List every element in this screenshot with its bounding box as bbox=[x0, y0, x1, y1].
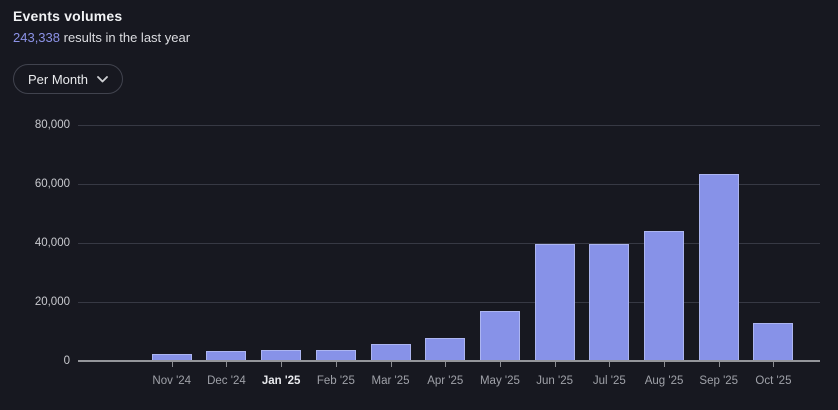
chart-bar[interactable] bbox=[479, 310, 520, 361]
x-axis-tick bbox=[335, 361, 337, 367]
y-axis-label: 80,000 bbox=[34, 119, 70, 131]
page-title: Events volumes bbox=[13, 8, 123, 24]
x-axis-label: Mar '25 bbox=[371, 375, 410, 387]
gridline bbox=[78, 184, 820, 185]
x-axis-label: Aug '25 bbox=[644, 375, 684, 387]
y-axis-label: 0 bbox=[63, 355, 70, 367]
x-axis-tick bbox=[609, 361, 611, 367]
x-axis-tick bbox=[171, 361, 173, 367]
x-axis-tick bbox=[390, 361, 392, 367]
x-axis-label: Dec '24 bbox=[207, 375, 246, 387]
chart-bar[interactable] bbox=[370, 344, 411, 361]
chart-bar[interactable] bbox=[534, 244, 575, 361]
chevron-down-icon bbox=[97, 75, 108, 83]
x-axis-tick bbox=[664, 361, 666, 367]
gridline bbox=[78, 243, 820, 244]
y-axis-label: 40,000 bbox=[34, 237, 70, 249]
x-axis-label: Jan '25 bbox=[261, 375, 301, 387]
chart-bar[interactable] bbox=[206, 350, 247, 361]
chart-bar[interactable] bbox=[425, 338, 466, 361]
chart-bar[interactable] bbox=[753, 323, 794, 361]
x-axis-tick bbox=[226, 361, 228, 367]
interval-dropdown-label: Per Month bbox=[28, 71, 88, 87]
x-axis-label: Jun '25 bbox=[536, 375, 573, 387]
chart-bar[interactable] bbox=[151, 353, 192, 361]
gridline bbox=[78, 302, 820, 303]
y-axis-label: 60,000 bbox=[34, 178, 70, 190]
x-axis-label: Nov '24 bbox=[152, 375, 192, 387]
x-axis-tick bbox=[773, 361, 775, 367]
results-suffix: results in the last year bbox=[60, 30, 191, 45]
x-axis-label: Jul '25 bbox=[592, 375, 626, 387]
results-summary: 243,338 results in the last year bbox=[13, 30, 190, 45]
interval-dropdown-button[interactable]: Per Month bbox=[13, 64, 123, 94]
x-axis-tick bbox=[499, 361, 501, 367]
x-axis-label: Apr '25 bbox=[427, 375, 464, 387]
x-axis-line bbox=[78, 360, 820, 362]
x-axis-tick bbox=[718, 361, 720, 367]
chart-bar[interactable] bbox=[589, 244, 630, 361]
results-count: 243,338 bbox=[13, 30, 60, 45]
gridline bbox=[78, 125, 820, 126]
x-axis-tick bbox=[445, 361, 447, 367]
chart-bar[interactable] bbox=[698, 173, 739, 361]
x-axis-tick bbox=[554, 361, 556, 367]
bar-chart-plot-area bbox=[78, 125, 820, 367]
x-axis-label: Sep '25 bbox=[699, 375, 739, 387]
x-axis-tick bbox=[281, 361, 283, 367]
chart-bar[interactable] bbox=[644, 230, 685, 361]
chart-bar[interactable] bbox=[261, 350, 302, 361]
y-axis-label: 20,000 bbox=[34, 296, 70, 308]
x-axis-label: May '25 bbox=[479, 375, 520, 387]
x-axis-label: Oct '25 bbox=[755, 375, 792, 387]
chart-bar[interactable] bbox=[315, 349, 356, 361]
x-axis-label: Feb '25 bbox=[316, 375, 355, 387]
